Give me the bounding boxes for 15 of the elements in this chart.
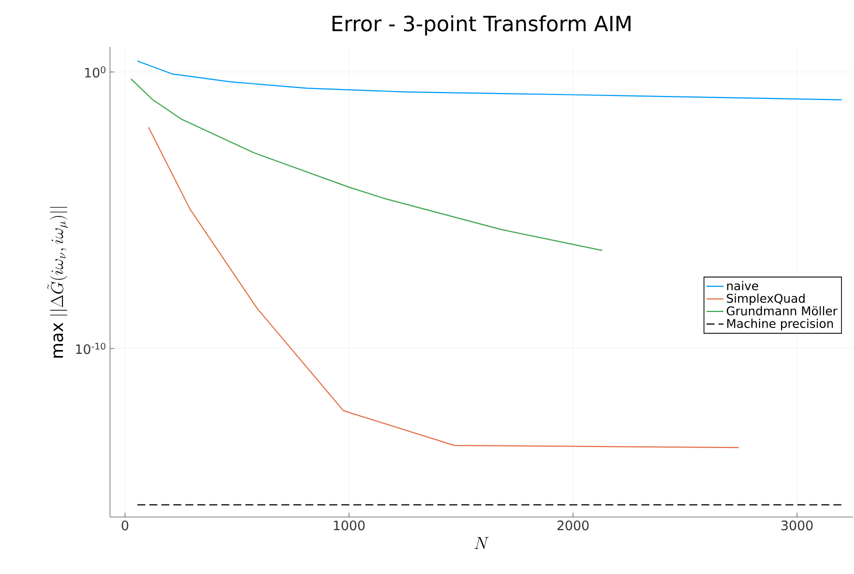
legend-label: SimplexQuad [726, 294, 805, 306]
x-tick-label: 1000 [334, 520, 365, 530]
y-axis-title: $\mathrm{max}\;||\Delta\tilde{G}(i\omega_{\nu},i\omega_{\mu})||$ [47, 206, 68, 358]
x-tick-label: 3000 [782, 520, 813, 530]
x-tick-label: 2000 [557, 520, 589, 530]
x-axis-title: $N$ [474, 537, 489, 549]
legend-label: naive [727, 281, 758, 290]
x-tick-label: 0 [122, 520, 128, 530]
legend-label: Machine precision [727, 318, 833, 330]
line-series [136, 60, 842, 100]
line-series [130, 78, 603, 252]
legend-label: Grundmann Möller [726, 306, 838, 316]
chart-title: Error - 3-point Transform AIM [332, 15, 630, 36]
y-tick-label: 10$^{-10}$ [76, 342, 106, 354]
y-tick-label: 10$^{0}$ [85, 66, 106, 78]
